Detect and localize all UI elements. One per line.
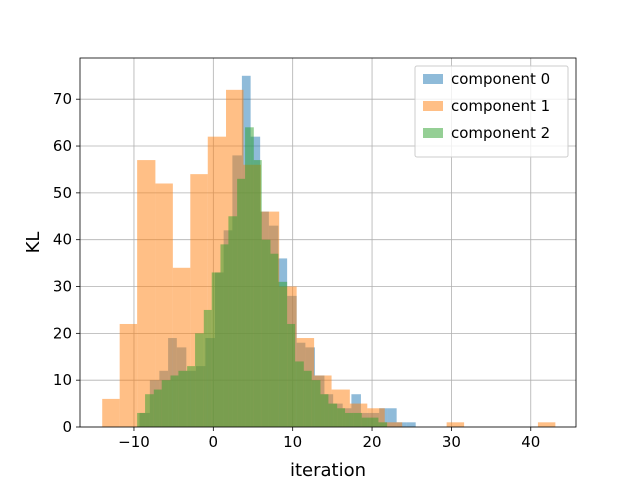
ticks-layer: −10 0 10 20 30 40 0 10 20 30 40 50 60 70 (53, 90, 540, 451)
bar-series-2 (270, 253, 279, 427)
y-tick-label: 60 (53, 137, 72, 155)
bar-series-1 (155, 183, 173, 427)
bar-series-2 (370, 417, 379, 427)
x-tick-label: 20 (362, 433, 381, 451)
y-tick-label: 70 (53, 90, 72, 108)
y-axis-label: KL (23, 232, 44, 254)
bar-series-1 (137, 160, 156, 428)
y-tick-label: 30 (53, 278, 72, 296)
x-tick-label: 0 (209, 433, 219, 451)
bar-series-2 (320, 394, 329, 427)
bar-series-0 (387, 408, 397, 427)
bar-series-2 (328, 403, 338, 427)
y-tick-label: 40 (53, 231, 72, 249)
bar-series-2 (337, 408, 346, 427)
bar-series-2 (228, 216, 238, 427)
x-tick-label: 30 (442, 433, 461, 451)
bar-series-1 (119, 323, 138, 427)
y-tick-label: 0 (62, 418, 72, 436)
bar-series-2 (178, 370, 188, 427)
bar-series-1 (537, 422, 556, 427)
bar-series-2 (345, 412, 354, 427)
legend-label: component 2 (451, 124, 550, 142)
bar-series-2 (220, 244, 229, 427)
x-tick-label: 10 (283, 433, 302, 451)
bar-series-1 (384, 422, 403, 427)
legend-swatch (423, 101, 443, 111)
bar-series-2 (353, 412, 362, 427)
bar-series-2 (245, 127, 254, 427)
legend-label: component 1 (451, 97, 550, 115)
x-tick-label: 40 (521, 433, 540, 451)
x-axis-label: iteration (290, 460, 366, 480)
bar-series-2 (203, 309, 212, 427)
bar-series-2 (361, 417, 371, 427)
bar-series-2 (161, 380, 171, 427)
bar-series-2 (211, 272, 221, 427)
bar-series-2 (137, 412, 146, 427)
y-tick-label: 20 (53, 324, 72, 342)
x-tick-label: −10 (118, 433, 150, 451)
bar-series-2 (278, 281, 288, 427)
bar-series-2 (253, 160, 262, 428)
bar-series-2 (261, 239, 271, 427)
bar-series-2 (295, 361, 304, 427)
bar-series-2 (287, 323, 296, 427)
bar-series-1 (446, 422, 465, 427)
bar-series-1 (102, 398, 120, 427)
legend-swatch (423, 128, 443, 138)
y-tick-label: 50 (53, 184, 72, 202)
bar-series-2 (195, 333, 204, 427)
bar-series-2 (303, 370, 312, 427)
bar-series-2 (187, 366, 196, 427)
bar-series-2 (378, 422, 388, 427)
bar-series-2 (237, 178, 246, 427)
y-tick-label: 10 (53, 371, 72, 389)
bars-layer (102, 75, 556, 428)
bar-series-2 (311, 380, 321, 427)
bar-series-2 (145, 394, 154, 427)
bar-series-2 (170, 375, 179, 427)
plot-frame (79, 57, 577, 428)
legend: component 0 component 1 component 2 (414, 65, 569, 158)
bar-series-0 (406, 422, 416, 427)
bar-series-2 (153, 389, 162, 427)
legend-label: component 0 (451, 70, 550, 88)
legend-box (414, 65, 569, 158)
legend-swatch (423, 74, 443, 84)
